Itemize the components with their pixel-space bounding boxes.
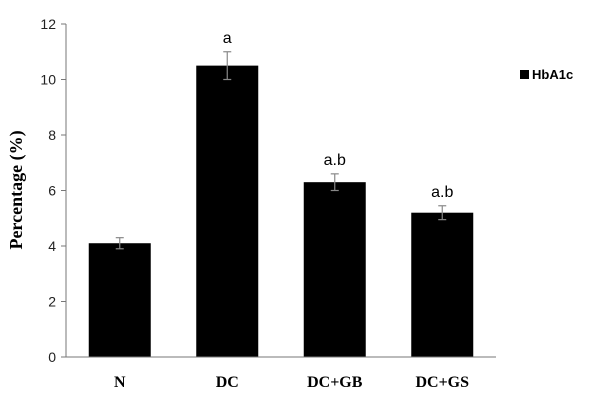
y-tick-label: 12 [40,16,56,32]
x-category-label: DC+GS [415,374,469,391]
legend-swatch [520,70,529,79]
y-tick-label: 2 [48,294,56,310]
x-category-label: DC+GB [307,374,363,391]
bars-layer [88,65,474,357]
y-tick-label: 10 [40,72,56,88]
bar-n [88,243,151,357]
y-tick-label: 8 [48,127,56,143]
x-category-label: N [114,374,126,391]
legend: HbA1c [520,67,573,82]
error-bars-layer [115,51,447,250]
y-tick-label: 4 [48,238,56,254]
bar-dc [196,65,259,357]
significance-labels-layer: a a.b a.b [223,30,454,201]
y-tick-label: 0 [48,349,56,365]
significance-label: a.b [324,152,346,169]
y-axis-title: Percentage (%) [6,130,27,249]
y-axis-ticks: 0 2 4 6 8 10 12 [40,16,66,365]
x-category-label: DC [216,374,239,391]
x-axis-labels: N DC DC+GB DC+GS [114,374,469,391]
y-tick-label: 6 [48,183,56,199]
significance-label: a [223,30,232,47]
significance-label: a.b [431,184,453,201]
bar-dc-gs [411,212,474,357]
legend-label: HbA1c [532,67,573,82]
bar-dc-gb [303,182,366,357]
